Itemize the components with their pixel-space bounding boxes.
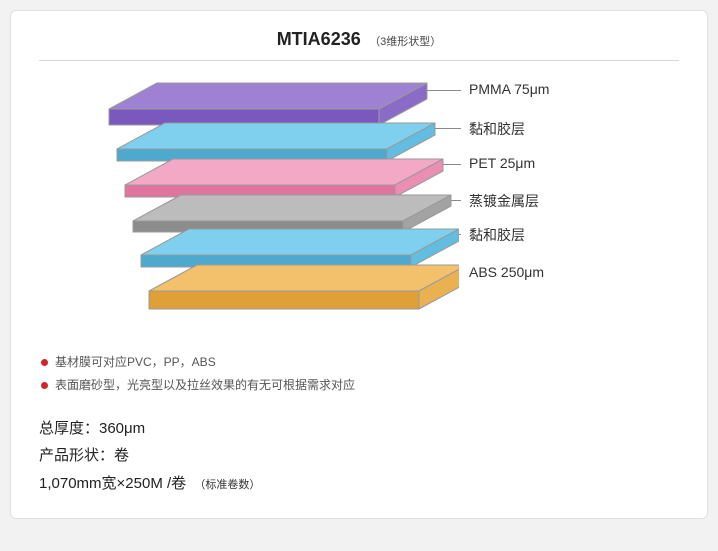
spec-thickness: 总厚度：360μm <box>39 415 679 443</box>
spec-dimensions-note: （标准卷数） <box>194 479 260 491</box>
title-row: MTIA6236 （3维形状型） <box>39 29 679 61</box>
spec-dimensions-main: 1,070mm宽×250M /卷 <box>39 475 186 492</box>
leader-line <box>435 128 461 129</box>
layer-label: PET 25μm <box>469 155 535 171</box>
feature-bullet: 表面磨砂型，光亮型以及拉丝效果的有无可根据需求对应 <box>39 374 679 397</box>
leader-line <box>427 90 461 91</box>
feature-bullet: 基材膜可对应PVC，PP，ABS <box>39 351 679 374</box>
product-card: MTIA6236 （3维形状型） PMMA 75μm 黏和胶层 PET 25μm 蒸镀… <box>10 10 708 519</box>
leader-line <box>459 234 461 235</box>
layer-label: 蒸镀金属层 <box>469 191 539 211</box>
specs-block: 总厚度：360μm 产品形状：卷 1,070mm宽×250M /卷 （标准卷数） <box>39 415 679 498</box>
layer-label: 黏和胶层 <box>469 119 525 139</box>
layer-diagram: PMMA 75μm黏和胶层PET 25μm蒸镀金属层黏和胶层ABS 250μm <box>39 75 679 335</box>
layer-label: 黏和胶层 <box>469 225 525 245</box>
leader-line <box>443 164 461 165</box>
product-title: MTIA6236 <box>277 29 361 49</box>
layer-label: PMMA 75μm <box>469 81 549 97</box>
spec-dimensions: 1,070mm宽×250M /卷 （标准卷数） <box>39 470 679 498</box>
layer-label: ABS 250μm <box>469 264 544 280</box>
leader-line <box>451 200 461 201</box>
feature-bullets: 基材膜可对应PVC，PP，ABS表面磨砂型，光亮型以及拉丝效果的有无可根据需求对… <box>39 351 679 397</box>
layer-stack-svg <box>39 75 459 335</box>
product-title-sub: （3维形状型） <box>369 36 441 48</box>
spec-shape: 产品形状：卷 <box>39 442 679 470</box>
